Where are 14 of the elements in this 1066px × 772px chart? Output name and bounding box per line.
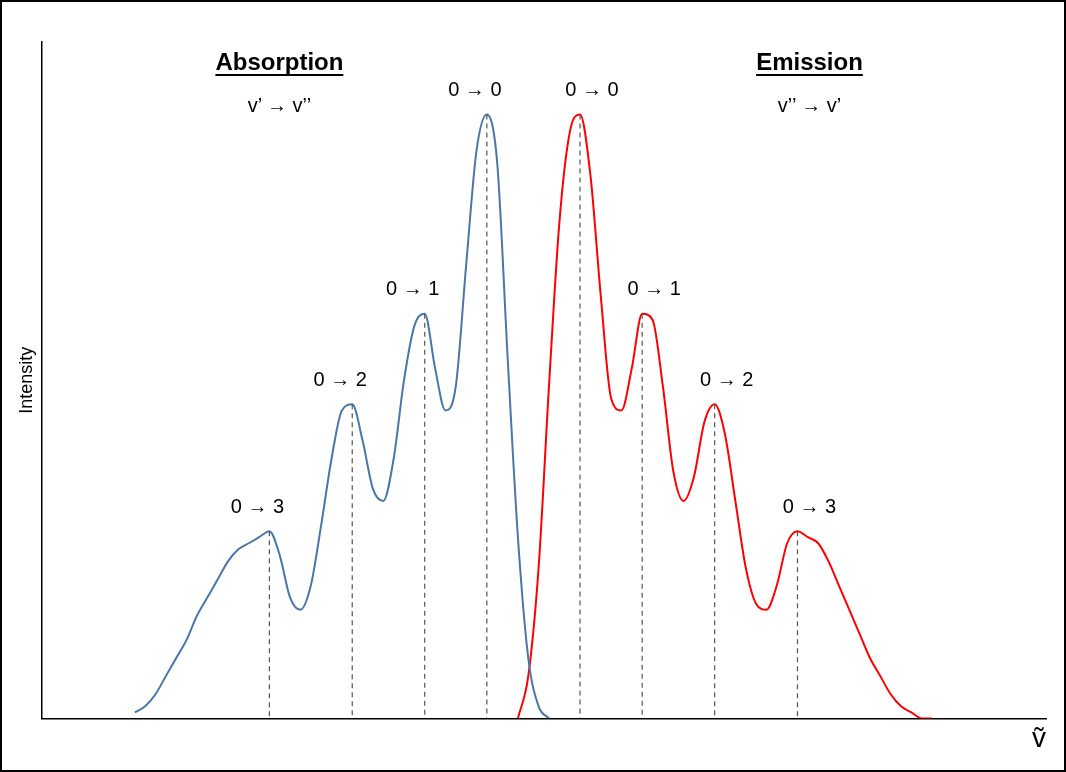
annotation: 0 → 1 <box>627 277 681 300</box>
y-axis-title: Intensity <box>15 346 36 414</box>
text: 0 → 0 <box>448 77 502 100</box>
annotation: 0 → 3 <box>782 494 837 517</box>
text: Absorption <box>215 48 344 75</box>
text: Emission <box>756 48 863 75</box>
x-axis-title: ṽ <box>1032 721 1046 753</box>
annotation: v’’ → v’ <box>777 94 842 116</box>
text: 0 → 0 <box>565 77 619 100</box>
annotation: v’ → v’’ <box>247 94 312 116</box>
annotation: 0 → 1 <box>386 277 440 300</box>
annotation: 0 → 3 <box>230 494 285 517</box>
annotation: 0 → 2 <box>313 367 367 390</box>
annotation: 0 → 2 <box>699 367 754 390</box>
